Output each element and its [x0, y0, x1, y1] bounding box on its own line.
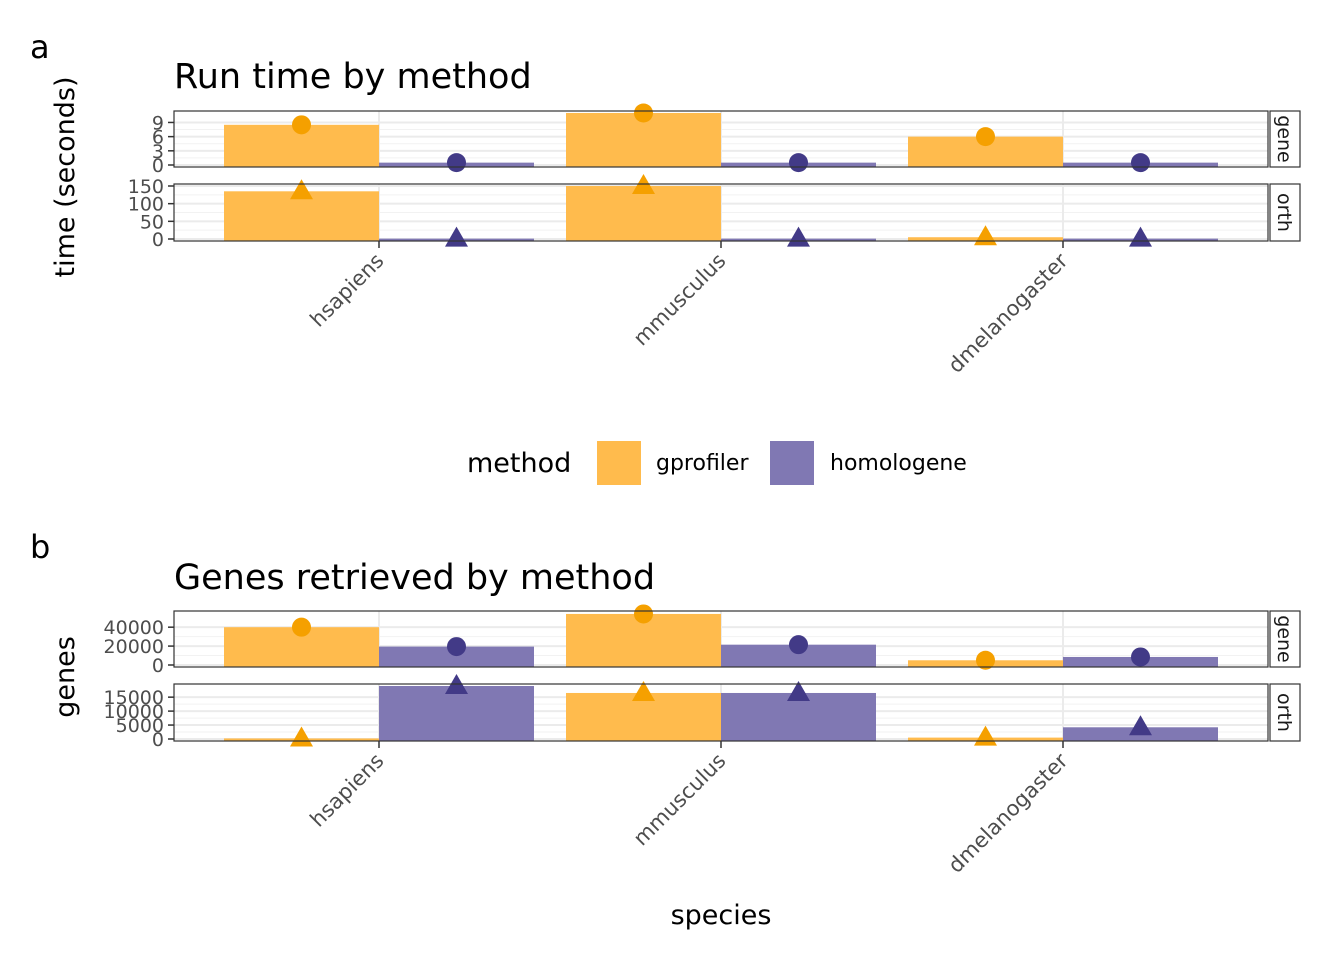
- c0-f0-point-homologene-mmusculus: [789, 153, 808, 173]
- c1-f0-point-gprofiler-dmelanogaster: [976, 650, 995, 670]
- panel-a-tag: a: [30, 28, 50, 66]
- c0-f0-y-tick-label: 0: [152, 155, 164, 177]
- c1-f1-y-tick-label: 5000: [116, 715, 164, 737]
- chart-0-x-tick-label-hsapiens: hsapiens: [305, 249, 388, 332]
- c0-f1-strip: [1269, 183, 1301, 242]
- c1-f0-point-homologene-hsapiens: [447, 637, 466, 657]
- chart-b-y-axis-title: genes: [50, 636, 81, 718]
- legend-key-gprofiler: [597, 441, 641, 485]
- c0-f0-strip: [1269, 110, 1301, 168]
- c1-f1-bar-homologene-hsapiens: [379, 686, 534, 741]
- chart-a-y-axis-title: time (seconds): [50, 76, 81, 277]
- c0-f0-point-gprofiler-dmelanogaster: [976, 127, 995, 147]
- c1-f0-y-tick-label: 20000: [104, 636, 164, 658]
- chart-b-x-axis-title: species: [671, 900, 772, 931]
- legend-label-homologene: homologene: [830, 451, 967, 476]
- chart-1-x-tick-label-dmelanogaster: dmelanogaster: [943, 748, 1072, 877]
- c1-f0-y-tick-label: 0: [152, 655, 164, 677]
- c0-f0-point-gprofiler-mmusculus: [634, 103, 653, 123]
- legend-key-homologene: [770, 441, 814, 485]
- chart-1-x-tick-label-mmusculus: mmusculus: [629, 749, 731, 851]
- c1-f0-point-gprofiler-mmusculus: [634, 604, 653, 624]
- c1-f0-bar-homologene-hsapiens: [379, 646, 534, 667]
- c1-f1-strip-label: orth: [1273, 693, 1295, 732]
- c1-f0-point-homologene-mmusculus: [789, 635, 808, 655]
- legend-title: method: [467, 448, 571, 479]
- panel-b-tag: b: [30, 528, 50, 566]
- c0-f0-point-homologene-hsapiens: [447, 153, 466, 173]
- chart-1-x-tick-label-hsapiens: hsapiens: [305, 749, 388, 832]
- c0-f1-y-tick-label: 50: [140, 211, 164, 233]
- chart-0-x-tick-label-dmelanogaster: dmelanogaster: [943, 248, 1072, 377]
- chart-0-x-tick-label-mmusculus: mmusculus: [629, 249, 731, 351]
- c1-f0-y-tick-label: 40000: [104, 617, 164, 639]
- c1-f0-bar-homologene-mmusculus: [721, 644, 876, 667]
- c1-f0-strip: [1269, 610, 1301, 668]
- c0-f1-y-tick-label: 100: [128, 194, 164, 216]
- c0-f1-point-gprofiler-dmelanogaster: [974, 225, 997, 246]
- c0-f0-point-gprofiler-hsapiens: [292, 115, 311, 135]
- c1-f1-point-gprofiler-mmusculus: [632, 680, 655, 701]
- c0-f1-y-tick-label: 150: [128, 176, 164, 198]
- c0-f1-point-gprofiler-hsapiens: [290, 179, 313, 200]
- c0-f1-bar-gprofiler-mmusculus: [566, 186, 721, 241]
- c1-f1-y-tick-label: 0: [152, 729, 164, 751]
- chart-b-title: Genes retrieved by method: [174, 558, 655, 598]
- legend-label-gprofiler: gprofiler: [656, 451, 749, 476]
- c0-f1-point-homologene-dmelanogaster: [1129, 226, 1152, 247]
- c1-f1-bar-homologene-mmusculus: [721, 692, 876, 741]
- c0-f1-strip-label: orth: [1273, 193, 1295, 232]
- c0-f0-panel-border: [173, 110, 1269, 168]
- c1-f1-y-tick-label: 10000: [104, 701, 164, 723]
- c1-f0-strip-label: gene: [1273, 615, 1295, 662]
- c0-f1-point-homologene-hsapiens: [445, 226, 468, 247]
- c0-f1-bar-gprofiler-hsapiens: [224, 191, 379, 241]
- c1-f1-point-homologene-dmelanogaster: [1129, 715, 1152, 736]
- c1-f1-point-homologene-mmusculus: [787, 680, 810, 701]
- c0-f0-point-homologene-dmelanogaster: [1131, 153, 1150, 173]
- c1-f1-strip: [1269, 683, 1301, 742]
- c0-f1-point-homologene-mmusculus: [787, 226, 810, 247]
- c0-f0-y-tick-label: 6: [152, 127, 164, 149]
- c0-f0-y-tick-label: 9: [152, 112, 164, 134]
- c0-f0-y-tick-label: 3: [152, 141, 164, 163]
- c1-f0-panel-border: [173, 610, 1269, 668]
- c1-f0-point-gprofiler-hsapiens: [292, 617, 311, 637]
- chart-a-title: Run time by method: [174, 57, 532, 97]
- c1-f1-bar-gprofiler-mmusculus: [566, 692, 721, 741]
- c0-f0-strip-label: gene: [1273, 115, 1295, 162]
- legend: method gprofiler homologene: [467, 441, 967, 485]
- c0-f1-y-tick-label: 0: [152, 229, 164, 251]
- c1-f1-y-tick-label: 15000: [104, 687, 164, 709]
- c1-f0-point-homologene-dmelanogaster: [1131, 647, 1150, 667]
